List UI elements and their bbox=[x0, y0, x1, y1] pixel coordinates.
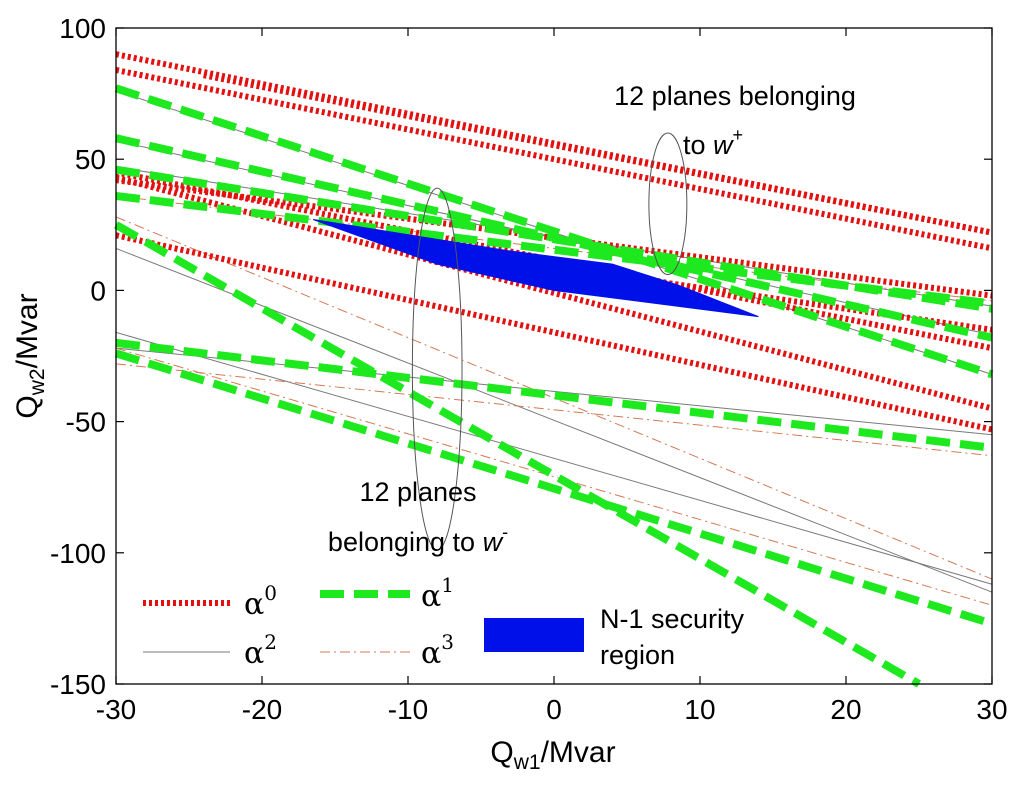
y-tick-label: -100 bbox=[50, 538, 106, 569]
y-tick-label: 50 bbox=[75, 144, 106, 175]
alpha1-line-2 bbox=[115, 165, 993, 313]
y-tick-label: 0 bbox=[90, 275, 106, 306]
x-tick-label: 10 bbox=[684, 694, 715, 725]
alpha1-line-4 bbox=[114, 221, 921, 688]
annotation-ellipse-0 bbox=[648, 132, 688, 276]
annotation-upper-line2: to w+ bbox=[683, 125, 743, 160]
y-axis-label: Qw2/Mvar bbox=[11, 293, 49, 418]
y-tick-label: -50 bbox=[66, 407, 106, 438]
alpha1-line-6 bbox=[114, 349, 994, 628]
alpha0-line-2 bbox=[203, 72, 993, 236]
annotation-upper-line1: 12 planes belonging bbox=[614, 81, 856, 111]
legend-region-swatch bbox=[484, 618, 584, 652]
ellipse-layer bbox=[411, 132, 688, 551]
region-layer bbox=[312, 219, 759, 318]
x-tick-label: 0 bbox=[546, 694, 562, 725]
alpha3-line-1 bbox=[115, 363, 993, 457]
x-tick-label: -20 bbox=[242, 694, 282, 725]
annotation-lower-line2: belonging to w- bbox=[328, 522, 508, 557]
x-tick-label: 30 bbox=[976, 694, 1007, 725]
alpha3-line-3 bbox=[115, 216, 993, 580]
y-tick-label: -150 bbox=[50, 669, 106, 700]
alpha2-line-3 bbox=[115, 247, 993, 593]
legend-alpha0-label: α0 bbox=[244, 581, 277, 622]
plot-background bbox=[116, 28, 992, 684]
alpha1-line-5 bbox=[115, 338, 993, 452]
alpha1-line-3 bbox=[115, 191, 993, 308]
legend-alpha3-label: α3 bbox=[421, 630, 454, 671]
x-tick-label: -30 bbox=[96, 694, 136, 725]
y-tick-label: 100 bbox=[59, 13, 106, 44]
alpha2-line-4 bbox=[115, 331, 993, 585]
alpha1-line-0 bbox=[114, 84, 994, 379]
alpha3-line-2 bbox=[115, 347, 993, 606]
x-tick-label: -10 bbox=[388, 694, 428, 725]
security-region bbox=[312, 219, 759, 318]
x-tick-label: 20 bbox=[830, 694, 861, 725]
legend-alpha2-label: α2 bbox=[244, 630, 277, 671]
alpha0-line-1 bbox=[115, 67, 993, 252]
annotation-lower-line1: 12 planes bbox=[359, 477, 476, 507]
legend-region-label-line1: N-1 security bbox=[600, 604, 745, 634]
annotation-ellipse-1 bbox=[411, 187, 463, 551]
x-axis-label: Qw1/Mvar bbox=[490, 736, 615, 774]
legend-region-label-line2: region bbox=[600, 640, 675, 670]
legend-alpha1-label: α1 bbox=[421, 573, 454, 614]
legend: α0 α1 α2 α3 N-1 security region bbox=[143, 573, 745, 671]
series-layer bbox=[114, 51, 994, 688]
